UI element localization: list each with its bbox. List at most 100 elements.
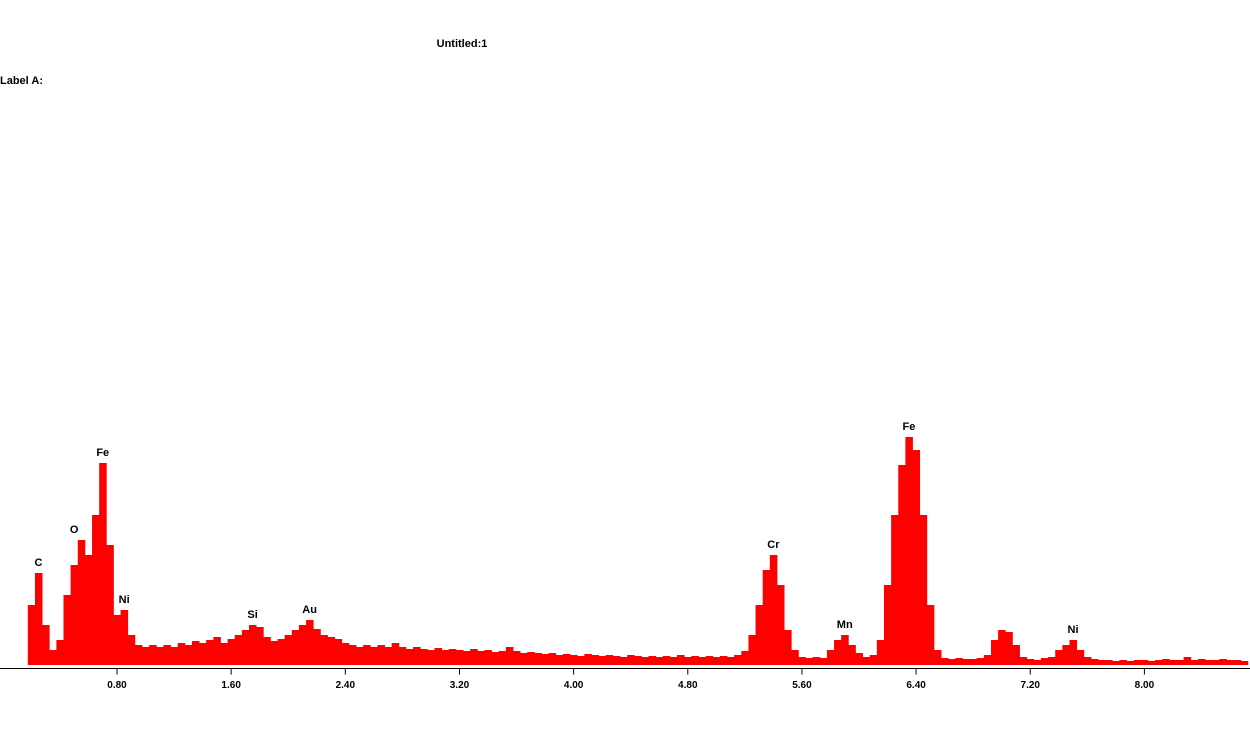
- spectrum-bar: [149, 645, 157, 665]
- spectrum-bar: [819, 658, 828, 665]
- spectrum-bar: [1019, 657, 1028, 665]
- peak-label: Fe: [903, 421, 916, 433]
- spectrum-bar: [1012, 645, 1020, 665]
- spectrum-bar: [427, 650, 435, 665]
- spectrum-bar: [826, 650, 835, 665]
- spectrum-bar: [241, 630, 250, 665]
- peak-label: O: [70, 524, 79, 536]
- spectrum-bar: [534, 653, 542, 665]
- spectrum-bar: [591, 655, 600, 665]
- spectrum-bar: [1133, 660, 1142, 665]
- x-tick-label: 2.40: [336, 680, 356, 691]
- spectrum-bar: [234, 635, 243, 665]
- spectrum-bar: [398, 647, 407, 665]
- spectrum-bar: [249, 625, 257, 665]
- x-tick-label: 6.40: [906, 680, 926, 691]
- spectrum-bar: [741, 651, 749, 665]
- x-tick-label: 5.60: [792, 680, 812, 691]
- spectrum-bar: [1212, 660, 1220, 665]
- spectrum-bar: [883, 585, 892, 665]
- spectrum-bar: [1176, 660, 1185, 665]
- spectrum-bar: [698, 657, 707, 665]
- spectrum-bar: [555, 655, 564, 665]
- spectrum-bar: [648, 656, 657, 665]
- spectrum-bar: [370, 647, 378, 665]
- spectrum-bar: [313, 629, 321, 665]
- spectrum-bar: [727, 657, 735, 665]
- spectrum-bar: [134, 645, 143, 665]
- spectrum-bar: [99, 463, 107, 665]
- spectrum-bar: [941, 658, 949, 665]
- spectrum-bar: [991, 640, 999, 665]
- spectrum-bar: [363, 645, 371, 665]
- spectrum-bar: [184, 645, 193, 665]
- spectrum-bar: [634, 656, 642, 665]
- spectrum-bar: [705, 656, 714, 665]
- spectrum-bar: [776, 585, 785, 665]
- spectrum-bar: [206, 640, 214, 665]
- spectrum-bar: [905, 437, 913, 665]
- spectrum-bar: [270, 641, 278, 665]
- spectrum-bar: [434, 648, 443, 665]
- spectrum-bar: [1226, 660, 1234, 665]
- spectrum-bar: [77, 540, 86, 665]
- peak-label: Cr: [767, 539, 780, 551]
- spectrum-bar: [983, 655, 992, 665]
- spectrum-bar: [441, 650, 450, 665]
- spectrum-bar: [876, 640, 885, 665]
- peak-label: Mn: [837, 619, 853, 631]
- spectrum-bar: [520, 653, 528, 665]
- spectrum-bar: [748, 635, 756, 665]
- peak-label: Si: [247, 609, 257, 621]
- spectrum-bar: [855, 653, 863, 665]
- spectrum-bar: [948, 659, 956, 665]
- spectrum-bar: [562, 654, 571, 665]
- spectrum-bar: [377, 645, 385, 665]
- spectrum-bar: [84, 555, 93, 665]
- spectrum-bar: [348, 645, 357, 665]
- spectrum-bar: [691, 656, 699, 665]
- spectrum-bar: [177, 643, 186, 665]
- x-tick-label: 0.80: [107, 680, 127, 691]
- spectrum-bar: [955, 658, 963, 665]
- spectrum-bar: [962, 659, 971, 665]
- spectrum-bar: [541, 654, 550, 665]
- spectrum-bar: [891, 515, 899, 665]
- spectrum-bar: [812, 657, 821, 665]
- spectrum-bar: [570, 655, 578, 665]
- spectrum-bar: [548, 653, 557, 665]
- spectrum-bar: [227, 639, 236, 665]
- spectrum-bar: [356, 647, 364, 665]
- spectrum-bar: [413, 647, 421, 665]
- spectrum-bar: [491, 652, 500, 665]
- spectrum-bar: [220, 643, 228, 665]
- spectrum-bar: [298, 625, 307, 665]
- spectrum-bar: [163, 645, 171, 665]
- peak-label: Fe: [96, 447, 109, 459]
- spectrum-bar: [1197, 659, 1206, 665]
- spectrum-bar: [448, 649, 457, 665]
- x-tick-label: 4.00: [564, 680, 584, 691]
- spectrum-bar: [798, 657, 806, 665]
- spectrum-bar: [92, 515, 100, 665]
- peak-label: Ni: [1068, 624, 1079, 636]
- spectrum-bar: [327, 637, 336, 665]
- spectrum-bar: [113, 615, 121, 665]
- spectrum-bar: [512, 651, 521, 665]
- spectrum-bar: [405, 649, 414, 665]
- spectrum-bar: [1240, 661, 1249, 665]
- spectrum-bar: [256, 627, 264, 665]
- spectrum-bar: [641, 657, 649, 665]
- spectrum-bar: [598, 656, 607, 665]
- spectrum-bar: [1162, 659, 1170, 665]
- spectrum-bar: [976, 658, 985, 665]
- spectrum-bar: [712, 657, 721, 665]
- spectrum-bar: [1040, 658, 1049, 665]
- spectrum-bar: [420, 649, 428, 665]
- spectrum-bar: [719, 656, 728, 665]
- spectrum-bar: [1147, 661, 1156, 665]
- spectrum-bar: [1155, 660, 1163, 665]
- spectrum-bar: [306, 620, 314, 665]
- spectrum-bar: [127, 635, 136, 665]
- spectrum-bar: [577, 656, 585, 665]
